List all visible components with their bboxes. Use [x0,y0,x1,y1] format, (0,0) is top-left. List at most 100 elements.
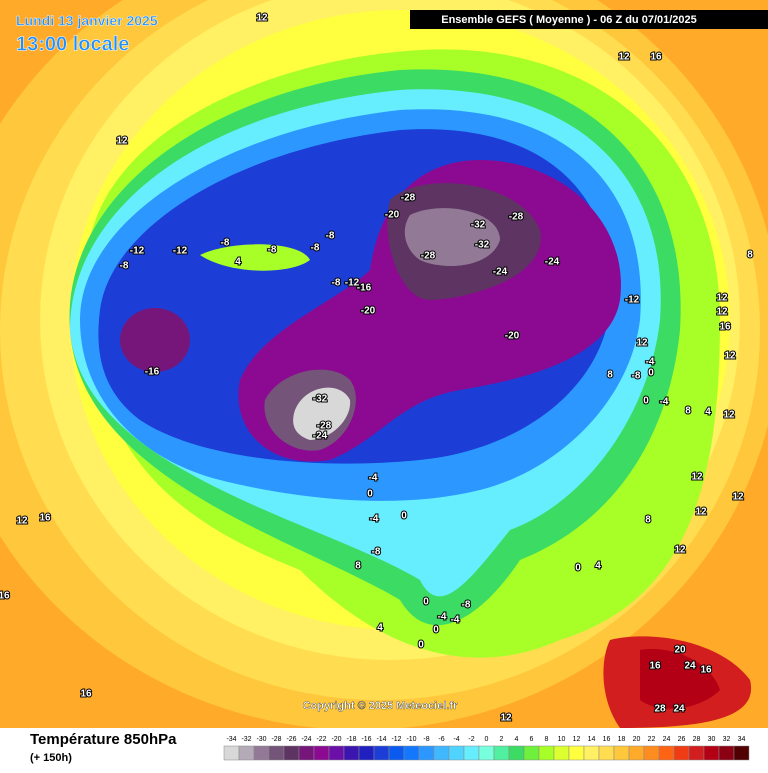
scale-swatch [223,745,240,761]
contour-label: 16 [39,513,51,524]
contour-label: -24 [313,431,328,442]
contour-label: 4 [705,407,711,418]
scale-tick-label: 30 [708,736,716,743]
contour-label: 12 [732,492,744,503]
contour-label: -4 [451,615,460,626]
contour-label: 0 [423,597,429,608]
scale-tick-label: 16 [603,736,611,743]
scale-swatch [643,745,660,761]
scale-tick-label: 12 [573,736,581,743]
contour-label: -32 [475,240,490,251]
scale-swatch [688,745,705,761]
scale-swatch [673,745,690,761]
contour-label: 12 [716,293,728,304]
scale-swatch [253,745,270,761]
scale-swatch [358,745,375,761]
scale-swatch [493,745,510,761]
contour-label: 8 [645,515,651,526]
scale-swatch [613,745,630,761]
contour-label: 0 [418,640,424,651]
contour-label: 12 [256,13,268,24]
scale-swatch [403,745,420,761]
contour-label: -8 [221,238,230,249]
contour-label: -8 [311,243,320,254]
scale-swatch [703,745,720,761]
contour-label: -4 [646,357,655,368]
contour-label: -20 [385,210,400,221]
contour-label: 16 [700,665,712,676]
scale-swatch [718,745,735,761]
contour-label: -8 [632,371,641,382]
scale-tick-label: -28 [271,736,281,743]
contour-label: -32 [471,220,486,231]
contour-label: -12 [130,246,145,257]
scale-tick-label: 6 [530,736,534,743]
contour-label: -4 [369,473,378,484]
scale-tick-label: 34 [738,736,746,743]
model-run: Ensemble GEFS ( Moyenne ) - 06 Z du 07/0… [441,14,697,26]
scale-tick-label: -2 [468,736,474,743]
temperature-field [0,0,768,730]
contour-label: -28 [509,212,524,223]
scale-tick-label: -10 [406,736,416,743]
scale-swatch [328,745,345,761]
scale-swatch [658,745,675,761]
scale-tick-label: 18 [618,736,626,743]
scale-swatch [388,745,405,761]
contour-label: 4 [595,561,601,572]
contour-label: 12 [674,545,686,556]
scale-swatch [733,745,750,761]
scale-swatch [568,745,585,761]
scale-swatch [538,745,555,761]
contour-label: 4 [235,257,241,268]
legend-title: Température 850hPa [30,731,177,748]
contour-label: -12 [625,295,640,306]
contour-label: -8 [326,231,335,242]
scale-tick-label: 32 [723,736,731,743]
legend-subtitle: (+ 150h) [30,752,72,764]
contour-label: 12 [695,507,707,518]
contour-label: 16 [80,689,92,700]
contour-label: 8 [685,406,691,417]
scale-swatch [373,745,390,761]
scale-swatch [313,745,330,761]
field-west-cold [120,308,190,372]
scale-tick-label: 22 [648,736,656,743]
scale-tick-label: -16 [361,736,371,743]
field-inland-lake [200,244,310,271]
contour-label: 0 [648,368,654,379]
contour-label: 0 [367,489,373,500]
scale-swatch [418,745,435,761]
contour-label: -16 [145,367,160,378]
forecast-date: Lundi 13 janvier 2025 [16,13,158,29]
contour-label: 12 [500,713,512,724]
contour-label: 8 [355,561,361,572]
scale-tick-label: 2 [500,736,504,743]
contour-label: -28 [317,421,332,432]
scale-tick-label: -18 [346,736,356,743]
scale-tick-label: -34 [226,736,236,743]
contour-label: 12 [716,307,728,318]
contour-label: 16 [0,591,10,602]
scale-swatch [298,745,315,761]
contour-label: -24 [545,257,560,268]
contour-label: -20 [505,331,520,342]
contour-label: 0 [401,511,407,522]
scale-tick-label: -24 [301,736,311,743]
scale-swatch [598,745,615,761]
scale-tick-label: -20 [331,736,341,743]
contour-label: 12 [116,136,128,147]
scale-tick-label: -12 [391,736,401,743]
scale-tick-label: 24 [663,736,671,743]
contour-label: 20 [674,645,686,656]
scale-tick-label: 26 [678,736,686,743]
scale-swatch [463,745,480,761]
contour-label: 24 [684,661,696,672]
contour-label: 4 [377,623,383,634]
contour-label: 24 [673,704,685,715]
scale-swatch [283,745,300,761]
contour-label: -8 [372,547,381,558]
scale-tick-label: 4 [515,736,519,743]
